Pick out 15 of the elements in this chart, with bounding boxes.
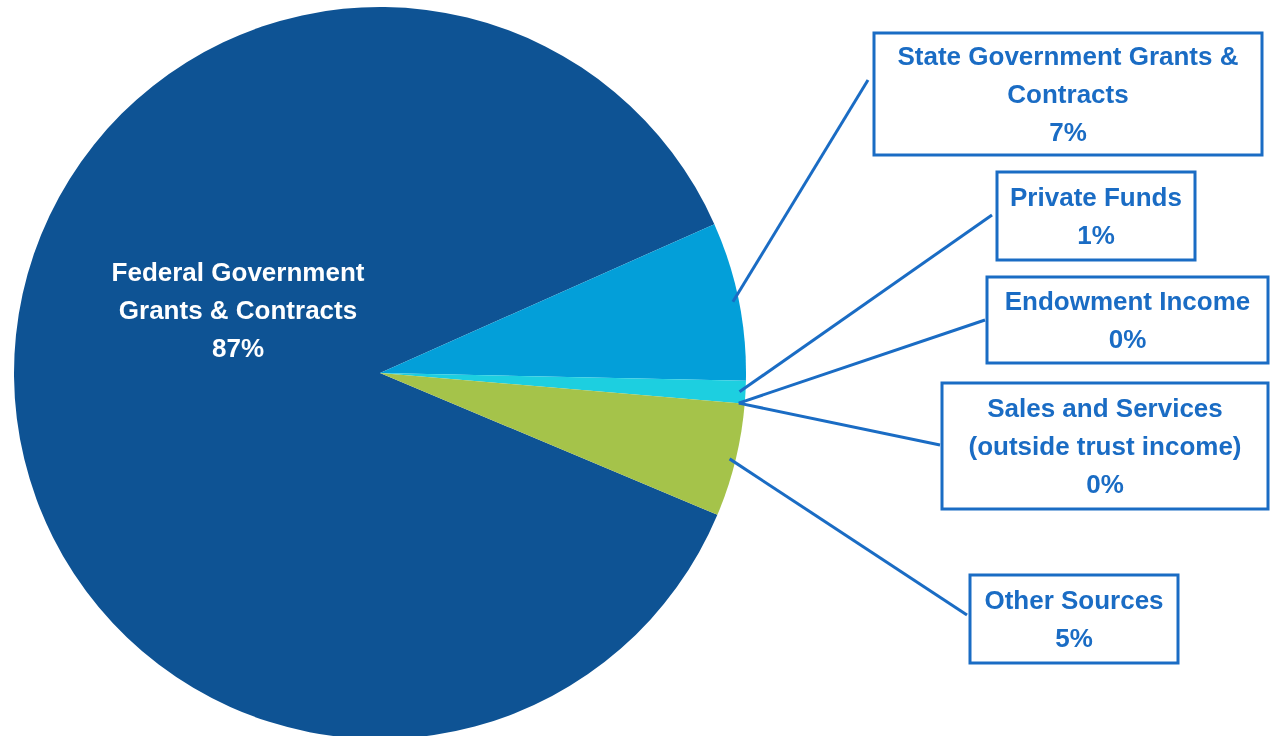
data-label: 87%	[211, 333, 265, 364]
data-label: 1%	[1077, 220, 1115, 251]
data-label: 7%	[1049, 117, 1087, 148]
pie-slice	[14, 7, 718, 736]
slice-label: Private Funds	[1010, 182, 1182, 213]
slice-label: Other Sources	[984, 585, 1164, 616]
pie-slice	[380, 373, 745, 515]
pie-slice	[380, 224, 746, 381]
slice-label: Federal Government Grants & Contracts	[111, 257, 365, 326]
category-label: Endowment Income	[1004, 286, 1251, 317]
text: 0%	[1086, 469, 1124, 500]
text: 0%	[1108, 324, 1147, 355]
data-label: 5%	[1055, 623, 1093, 654]
slice-label: State Government Grants & Contracts	[897, 41, 1239, 110]
category-label: Sales and Services (outside trust income)	[968, 393, 1242, 462]
